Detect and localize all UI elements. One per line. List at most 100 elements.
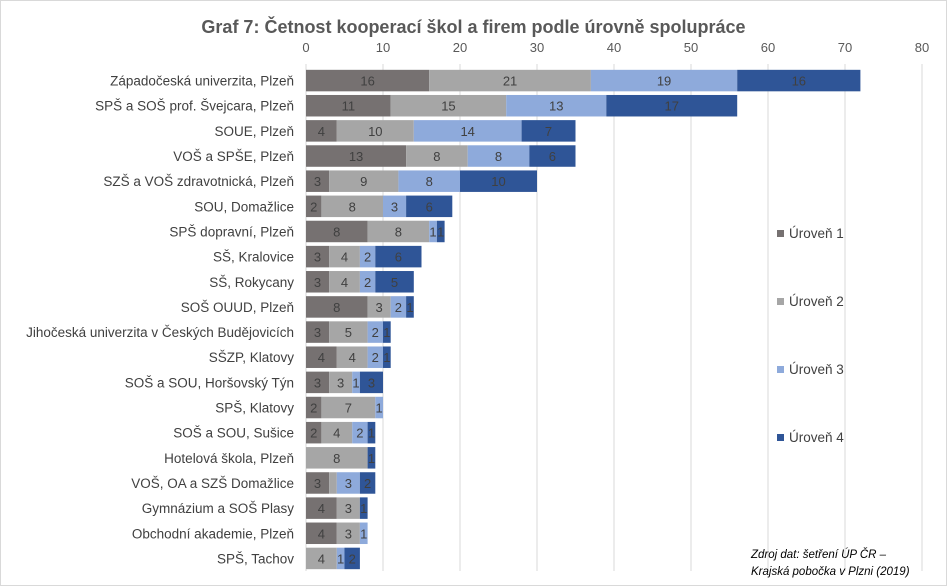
- data-label: 2: [372, 350, 379, 365]
- data-label: 6: [549, 149, 556, 164]
- bar-segment: [329, 170, 399, 192]
- data-label: 10: [368, 124, 382, 139]
- bar-segment: [306, 245, 330, 268]
- data-label: 2: [356, 426, 363, 441]
- data-label: 1: [383, 325, 390, 340]
- chart-title: Graf 7: Četnost kooperací škol a firem p…: [201, 17, 746, 37]
- bar-segment: [329, 271, 360, 293]
- bar-segment: [306, 497, 337, 519]
- data-label: 4: [333, 426, 340, 441]
- bar-segment: [429, 220, 437, 243]
- bar-segment: [306, 547, 337, 570]
- bar-segment: [375, 271, 414, 293]
- category-label: Hotelová škola, Plzeň: [164, 451, 294, 466]
- data-label: 1: [368, 451, 375, 466]
- category-label: SPŠ dopravní, Plzeň: [169, 224, 294, 239]
- x-tick-label: 70: [838, 40, 852, 55]
- category-label: Gymnázium a SOŠ Plasy: [142, 501, 295, 516]
- data-label: 8: [395, 224, 402, 239]
- data-label: 1: [437, 224, 444, 239]
- data-label: 11: [342, 99, 356, 114]
- data-label: 15: [441, 99, 455, 114]
- data-label: 2: [395, 300, 402, 315]
- data-label: 1: [406, 300, 413, 315]
- legend-swatch: [777, 230, 784, 237]
- bar-segment: [367, 346, 383, 368]
- data-label: 4: [318, 350, 325, 365]
- bar-segment: [398, 170, 460, 192]
- bar-segment: [367, 447, 376, 469]
- data-label: 8: [333, 224, 340, 239]
- data-label: 4: [341, 250, 348, 265]
- bar-segment: [429, 69, 591, 92]
- category-label: SPŠ a SOŠ prof. Švejcara, Plzeň: [95, 99, 294, 114]
- bar-segment: [367, 421, 376, 444]
- x-tick-label: 60: [761, 40, 775, 55]
- data-label: 8: [433, 149, 440, 164]
- bar-segment: [336, 522, 360, 545]
- data-label: 9: [360, 174, 367, 189]
- bar-segment: [737, 69, 861, 92]
- category-label: VOŠ a SPŠE, Plzeň: [173, 149, 294, 164]
- x-tick-label: 80: [915, 40, 929, 55]
- legend-label: Úroveň 4: [789, 430, 844, 445]
- data-label: 19: [657, 74, 671, 89]
- data-label: 21: [503, 74, 517, 89]
- data-label: 7: [345, 401, 352, 416]
- bar-segment: [306, 69, 430, 92]
- data-label: 13: [549, 99, 563, 114]
- bar-segment: [352, 421, 368, 444]
- data-label: 2: [364, 275, 371, 290]
- legend-swatch: [777, 298, 784, 305]
- data-label: 3: [314, 250, 321, 265]
- data-label: 4: [349, 350, 356, 365]
- data-label: 2: [310, 199, 317, 214]
- bar-segment: [329, 321, 368, 343]
- data-label: 8: [495, 149, 502, 164]
- data-label: 5: [345, 325, 352, 340]
- legend-swatch: [777, 366, 784, 373]
- bar-segment: [336, 346, 368, 368]
- bar-segment: [306, 94, 391, 117]
- data-label: 1: [383, 350, 390, 365]
- category-labels: Západočeská univerzita, Plzeň SPŠ a SOŠ p…: [26, 74, 294, 567]
- category-label: SOŠ a SOU, Sušice: [173, 426, 294, 441]
- data-label: 7: [545, 124, 552, 139]
- category-label: Západočeská univerzita, Plzeň: [110, 74, 294, 89]
- bar-segment: [306, 120, 337, 142]
- data-label: 3: [368, 375, 375, 390]
- data-label: 3: [337, 375, 344, 390]
- data-label: 1: [360, 501, 367, 516]
- bar-segment: [336, 472, 360, 494]
- category-label: SOU, Domažlice: [194, 199, 294, 214]
- x-tick-label: 10: [376, 40, 390, 55]
- data-label: 3: [345, 526, 352, 541]
- bar-segment: [352, 371, 360, 394]
- bar-segment: [306, 447, 368, 469]
- category-label: SPŠ, Klatovy: [215, 401, 294, 416]
- data-label: 4: [341, 275, 348, 290]
- bar-segment: [590, 69, 738, 92]
- bar-segment: [521, 120, 576, 142]
- bar-segment: [460, 170, 537, 192]
- bar-segment: [375, 396, 383, 419]
- bar-segment: [606, 94, 738, 117]
- data-label: 8: [333, 300, 340, 315]
- data-label: 1: [352, 375, 359, 390]
- bar-segment: [413, 120, 522, 142]
- x-tick-label: 50: [684, 40, 698, 55]
- category-label: SOUE, Plzeň: [214, 124, 294, 139]
- bar-segment: [321, 195, 383, 218]
- data-label: 1: [337, 551, 344, 566]
- data-label: 6: [426, 199, 433, 214]
- bar-segment: [359, 497, 368, 519]
- bar-segment: [306, 421, 322, 444]
- bar-segment: [367, 220, 430, 243]
- category-label: Jihočeská univerzita v Českých Budějovic…: [26, 325, 294, 340]
- bar-segment: [359, 371, 383, 394]
- data-label: 16: [792, 74, 806, 89]
- source-note: Zdroj dat: šetření ÚP ČR – Krajská poboč…: [751, 547, 910, 581]
- data-label: 2: [349, 551, 356, 566]
- category-label: SŠ, Rokycany: [209, 275, 294, 290]
